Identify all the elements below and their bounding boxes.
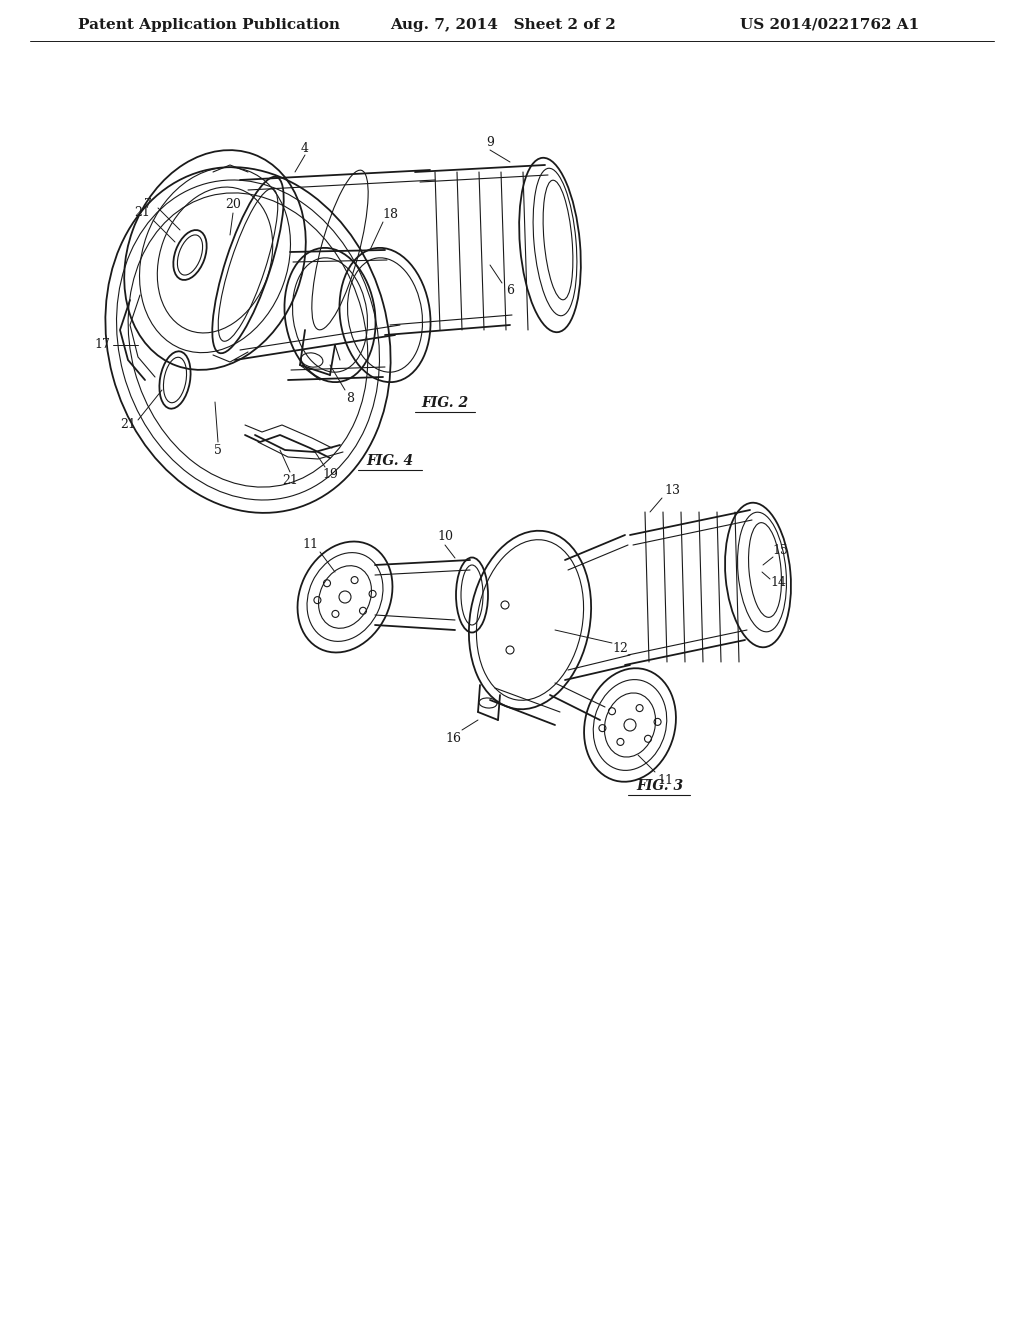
Text: 7: 7 <box>144 198 152 211</box>
Text: 17: 17 <box>94 338 110 351</box>
Text: 10: 10 <box>437 531 453 544</box>
Text: 9: 9 <box>486 136 494 149</box>
Text: US 2014/0221762 A1: US 2014/0221762 A1 <box>740 18 920 32</box>
Text: FIG. 2: FIG. 2 <box>422 396 469 411</box>
Text: 13: 13 <box>664 483 680 496</box>
Text: 20: 20 <box>225 198 241 211</box>
Text: FIG. 4: FIG. 4 <box>367 454 414 469</box>
Text: Patent Application Publication: Patent Application Publication <box>78 18 340 32</box>
Text: 4: 4 <box>301 141 309 154</box>
Text: 14: 14 <box>770 576 786 589</box>
Text: 6: 6 <box>506 284 514 297</box>
Text: 16: 16 <box>445 731 461 744</box>
Text: 12: 12 <box>612 642 628 655</box>
Text: 11: 11 <box>657 774 673 787</box>
Text: 21: 21 <box>134 206 150 219</box>
Text: 19: 19 <box>323 469 338 482</box>
Text: 5: 5 <box>214 444 222 457</box>
Text: 15: 15 <box>772 544 787 557</box>
Text: 11: 11 <box>302 539 318 552</box>
Text: Aug. 7, 2014   Sheet 2 of 2: Aug. 7, 2014 Sheet 2 of 2 <box>390 18 615 32</box>
Text: FIG. 3: FIG. 3 <box>637 779 684 793</box>
Text: 8: 8 <box>346 392 354 404</box>
Text: 18: 18 <box>382 209 398 222</box>
Text: 21: 21 <box>120 418 136 432</box>
Text: 21: 21 <box>282 474 298 487</box>
